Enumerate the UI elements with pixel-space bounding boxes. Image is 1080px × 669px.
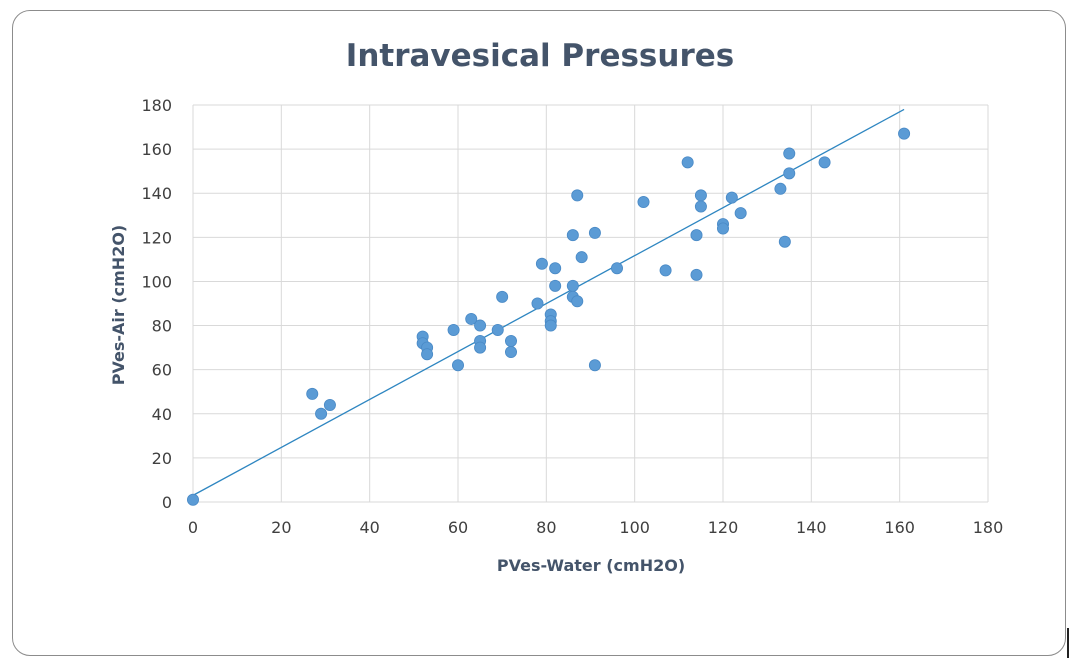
data-point	[818, 156, 831, 169]
data-point	[690, 229, 703, 242]
data-point	[491, 323, 504, 336]
data-point	[611, 262, 624, 275]
data-points	[186, 127, 911, 506]
data-point	[421, 348, 434, 361]
edge-marker	[1067, 628, 1069, 658]
x-tick-label: 100	[619, 518, 650, 537]
data-point	[778, 235, 791, 248]
data-point	[474, 341, 487, 354]
data-point	[531, 297, 544, 310]
data-point	[637, 196, 650, 209]
y-tick-label: 80	[152, 317, 172, 336]
data-point	[571, 295, 584, 308]
data-point	[725, 191, 738, 204]
data-point	[694, 200, 707, 213]
x-tick-label: 80	[536, 518, 556, 537]
y-tick-label: 40	[152, 405, 172, 424]
data-point	[451, 359, 464, 372]
gridlines	[192, 104, 989, 503]
data-point	[549, 262, 562, 275]
x-tick-label: 40	[359, 518, 379, 537]
trendline	[192, 108, 905, 496]
data-point	[588, 226, 601, 239]
data-point	[734, 207, 747, 220]
data-point	[306, 387, 319, 400]
data-point	[535, 257, 548, 270]
data-point	[681, 156, 694, 169]
y-tick-label: 60	[152, 361, 172, 380]
data-point	[659, 264, 672, 277]
data-point	[504, 346, 517, 359]
x-tick-label: 60	[448, 518, 468, 537]
trendline-layer	[192, 108, 905, 496]
y-tick-label: 160	[141, 140, 172, 159]
data-point	[575, 251, 588, 264]
data-point	[783, 167, 796, 180]
y-tick-label: 180	[141, 96, 172, 115]
y-tick-label: 140	[141, 184, 172, 203]
x-axis-title: PVes-Water (cmH2O)	[497, 556, 685, 575]
data-point	[566, 229, 579, 242]
y-axis-title: PVes-Air (cmH2O)	[109, 225, 128, 385]
data-point	[717, 222, 730, 235]
x-tick-label: 120	[708, 518, 739, 537]
data-point	[549, 279, 562, 292]
data-point	[566, 279, 579, 292]
data-point	[465, 312, 478, 325]
data-point	[315, 407, 328, 420]
x-tick-label: 160	[884, 518, 915, 537]
y-tick-label: 20	[152, 449, 172, 468]
data-point	[774, 182, 787, 195]
data-point	[690, 268, 703, 281]
tick-labels: 0 20 40 60 80 100 120 140 160 180 0 20 40 60 80 100 120 1…	[141, 96, 1003, 537]
data-point	[588, 359, 601, 372]
chart-frame	[12, 10, 1066, 656]
data-point	[504, 334, 517, 347]
data-point	[571, 189, 584, 202]
y-tick-label: 120	[141, 228, 172, 247]
x-tick-label: 140	[796, 518, 827, 537]
data-point	[898, 127, 911, 140]
data-point	[544, 319, 557, 332]
data-point	[694, 189, 707, 202]
data-point	[186, 493, 199, 506]
y-tick-label: 0	[162, 493, 172, 512]
x-tick-label: 20	[271, 518, 291, 537]
data-point	[474, 319, 487, 332]
data-point	[783, 147, 796, 160]
x-tick-label: 180	[973, 518, 1004, 537]
data-point	[496, 290, 509, 303]
data-point	[323, 398, 336, 411]
y-tick-label: 100	[141, 272, 172, 291]
data-point	[447, 323, 460, 336]
x-tick-label: 0	[188, 518, 198, 537]
chart-title: Intravesical Pressures	[346, 38, 734, 74]
